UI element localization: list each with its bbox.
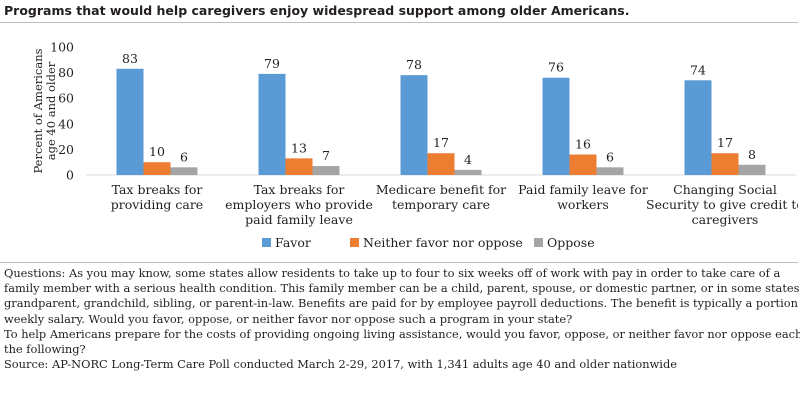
data-label: 10 [149, 144, 165, 159]
x-category-label-line: Paid family leave for [518, 182, 648, 197]
x-category-label-line: Changing Social [673, 182, 777, 197]
y-tick-label: 60 [58, 91, 74, 106]
bar-chart: Percent of Americans age 40 and older 0 20 4… [31, 40, 798, 251]
bar-favor [542, 77, 570, 175]
y-tick-label: 80 [58, 65, 74, 80]
chart-area: Percent of Americans age 40 and older 0 20 4… [0, 22, 798, 263]
data-label: 76 [548, 60, 564, 75]
bar-oppose [170, 167, 198, 175]
bar-neither-favor-nor-oppose [569, 154, 597, 175]
y-tick-label: 100 [50, 40, 74, 55]
data-label: 16 [575, 137, 591, 152]
legend-swatch [350, 238, 359, 247]
chart-title: Programs that would help caregivers enjo… [4, 3, 630, 18]
bar-neither-favor-nor-oppose [427, 153, 455, 175]
data-label: 4 [464, 152, 472, 167]
bar-oppose [738, 164, 766, 175]
y-tick-label: 20 [58, 142, 74, 157]
data-label: 7 [322, 148, 330, 163]
x-category-label-line: employers who provide [225, 197, 373, 212]
y-tick-label: 40 [58, 116, 74, 131]
data-label: 8 [748, 147, 756, 162]
bar-oppose [596, 167, 624, 175]
data-label: 83 [122, 51, 138, 66]
data-label: 17 [433, 135, 449, 150]
x-category-label-line: temporary care [392, 197, 490, 212]
x-category-label-line: Security to give credit to [646, 197, 798, 212]
notes-section: Questions: As you may know, some states … [4, 266, 800, 372]
x-category-label-line: workers [557, 197, 609, 212]
legend-label: Favor [275, 235, 311, 250]
bar-oppose [454, 169, 482, 175]
note-line: Questions: As you may know, some states … [4, 266, 781, 280]
data-label: 13 [291, 140, 307, 155]
bar-favor [258, 73, 286, 175]
data-label: 78 [406, 57, 422, 72]
note-line: grandparent, grandchild, sibling, or par… [4, 296, 800, 311]
note-line: Source: AP-NORC Long-Term Care Poll cond… [4, 357, 677, 372]
note-line: the following? [4, 342, 86, 357]
legend-label: Neither favor nor oppose [363, 235, 523, 250]
data-label: 6 [606, 149, 614, 164]
note-line: To help Americans prepare for the costs … [4, 326, 800, 341]
x-category-label-line: providing care [111, 197, 203, 212]
y-tick-label: 0 [66, 168, 74, 183]
bar-oppose [312, 166, 340, 175]
legend-swatch [262, 238, 271, 247]
x-category-label-line: Tax breaks for [112, 182, 203, 197]
bar-neither-favor-nor-oppose [711, 153, 739, 175]
bar-favor [116, 68, 144, 175]
note-line: weekly salary. Would you favor, oppose, … [4, 311, 573, 326]
x-category-label-line: Medicare benefit for [376, 182, 506, 197]
legend-label: Oppose [547, 235, 595, 250]
legend-swatch [534, 238, 543, 247]
data-label: 74 [690, 62, 706, 77]
note-line: family member with a serious health cond… [4, 281, 800, 296]
data-label: 6 [180, 149, 188, 164]
bar-favor [400, 75, 428, 175]
data-label: 79 [264, 56, 280, 71]
y-axis-title-line: age 40 and older [44, 61, 58, 160]
x-category-label-line: Tax breaks for [254, 182, 345, 197]
y-axis-title-line: Percent of Americans [31, 48, 45, 173]
x-category-label-line: paid family leave [245, 212, 353, 227]
bar-favor [684, 80, 712, 175]
x-category-label-line: caregivers [692, 212, 759, 227]
bar-neither-favor-nor-oppose [143, 162, 171, 175]
bar-neither-favor-nor-oppose [285, 158, 313, 175]
data-label: 17 [717, 135, 733, 150]
